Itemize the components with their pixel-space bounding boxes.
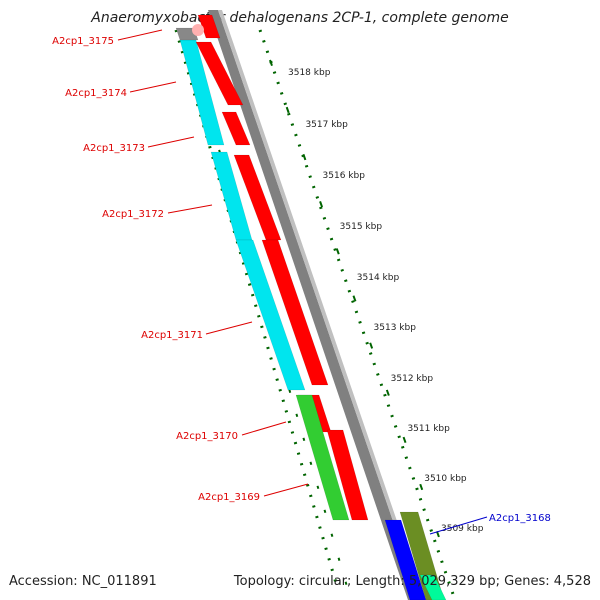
map-title: Anaeromyxobacter dehalogenans 2CP-1, com…	[91, 10, 509, 26]
gene-block-3171	[235, 239, 306, 391]
gene-label: A2cp1_3173	[83, 143, 145, 154]
gene-label: A2cp1_3172	[102, 209, 164, 220]
leader-line	[147, 136, 195, 148]
kbp-label: 3514 kbp	[357, 273, 400, 283]
cds-arrow-3174	[195, 41, 244, 106]
tick-row-2	[258, 29, 457, 600]
gene-label: A2cp1_3169	[198, 492, 260, 503]
kbp-label: 3517 kbp	[305, 120, 348, 130]
kbp-label: 3509 kbp	[441, 524, 484, 534]
cds-arrow-3173a	[221, 111, 251, 146]
gene-block-3167	[419, 574, 447, 600]
kbp-label: 3516 kbp	[323, 171, 366, 181]
tick-row-major	[269, 59, 441, 541]
backbone-band	[208, 10, 420, 600]
tick-marks	[174, 29, 457, 600]
leader-line	[129, 81, 177, 93]
kbp-scale: 3518 kbp 3517 kbp 3516 kbp 3515 kbp 3514 kbp…	[288, 68, 484, 534]
gene-block-3170	[295, 394, 350, 521]
leader-line	[429, 516, 488, 535]
kbp-label: 3511 kbp	[407, 424, 450, 434]
cds-arrow-3172	[233, 154, 282, 241]
accession-text: Accession: NC_011891	[9, 574, 157, 589]
leader-line	[205, 321, 253, 335]
leader-line	[167, 204, 213, 214]
gene-label: A2cp1_3175	[52, 36, 114, 47]
gene-label: A2cp1_3170	[176, 431, 238, 442]
kbp-label: 3512 kbp	[391, 374, 434, 384]
kbp-label: 3518 kbp	[288, 68, 331, 78]
gene-label: A2cp1_3168	[489, 513, 551, 524]
gene-label: A2cp1_3174	[65, 88, 127, 99]
feature-blocks	[175, 14, 447, 600]
kbp-label: 3513 kbp	[374, 323, 417, 333]
cds-arrow-3171	[261, 239, 329, 386]
highlight-marker	[192, 24, 204, 36]
kbp-label: 3515 kbp	[340, 222, 383, 232]
leader-line	[241, 421, 287, 436]
topology-text: Topology: circular; Length: 5,029,329 bp…	[233, 574, 591, 589]
leader-line	[263, 483, 309, 497]
backbone	[208, 10, 424, 600]
cds-block-3168	[384, 519, 427, 600]
kbp-label: 3510 kbp	[424, 474, 467, 484]
gene-labels: A2cp1_3175 A2cp1_3174 A2cp1_3173 A2cp1_3172…	[52, 29, 551, 535]
leader-line	[117, 29, 163, 41]
backbone-shadow	[218, 10, 424, 600]
gene-label: A2cp1_3171	[141, 330, 203, 341]
tick-row-1	[174, 29, 340, 591]
cds-arrow-3169	[326, 429, 369, 521]
